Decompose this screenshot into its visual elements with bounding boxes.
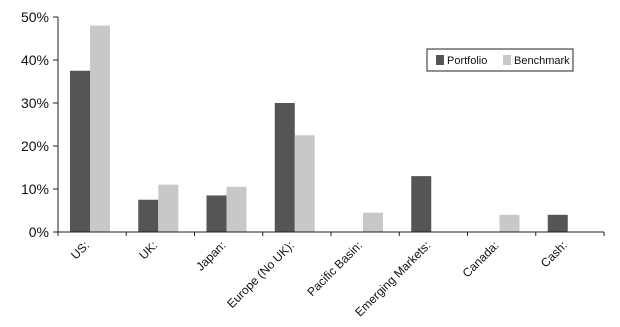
bar-portfolio-5 bbox=[411, 176, 432, 232]
bar-benchmark-4 bbox=[363, 212, 383, 232]
x-category-label: Canada: bbox=[460, 238, 502, 280]
bar-benchmark-3 bbox=[294, 135, 315, 232]
legend-swatch-benchmark bbox=[503, 55, 511, 65]
x-category-label: Europe (No UK): bbox=[224, 238, 297, 311]
bar-portfolio-1 bbox=[138, 199, 159, 232]
bar-portfolio-2 bbox=[206, 195, 227, 232]
x-axis: US: UK: Japan:Europe (No UK): Pacific Basin… bbox=[57, 231, 605, 319]
x-category-label: Japan: bbox=[193, 238, 228, 273]
x-category-label: Cash: bbox=[538, 238, 570, 270]
legend-label-benchmark: Benchmark bbox=[514, 55, 570, 67]
y-tick-label: 40% bbox=[21, 52, 49, 68]
y-tick-label: 30% bbox=[21, 95, 49, 111]
x-category-label: Emerging Markets: bbox=[352, 238, 433, 319]
bar-benchmark-1 bbox=[158, 184, 179, 232]
bar-benchmark-0 bbox=[90, 25, 110, 232]
x-category-label: US: bbox=[68, 238, 92, 262]
y-tick-label: 20% bbox=[21, 138, 49, 154]
legend-box bbox=[426, 48, 574, 72]
legend-label-portfolio: Portfolio bbox=[447, 55, 487, 67]
y-axis: 0% 10% 20% 30% 40% 50% bbox=[21, 9, 59, 240]
legend-swatch-portfolio bbox=[436, 55, 444, 65]
x-category-label: Pacific Basin: bbox=[304, 238, 365, 299]
bar-portfolio-7 bbox=[547, 214, 568, 232]
y-tick-label: 50% bbox=[21, 9, 49, 25]
y-tick-label: 10% bbox=[21, 181, 49, 197]
legend: Portfolio Benchmark bbox=[426, 48, 574, 72]
bar-benchmark-6 bbox=[499, 214, 520, 232]
bars bbox=[70, 25, 568, 232]
y-tick-label: 0% bbox=[29, 224, 49, 240]
bar-portfolio-0 bbox=[70, 70, 90, 232]
bar-portfolio-3 bbox=[274, 103, 295, 232]
x-category-label: UK: bbox=[136, 238, 160, 262]
bar-benchmark-2 bbox=[226, 186, 247, 232]
